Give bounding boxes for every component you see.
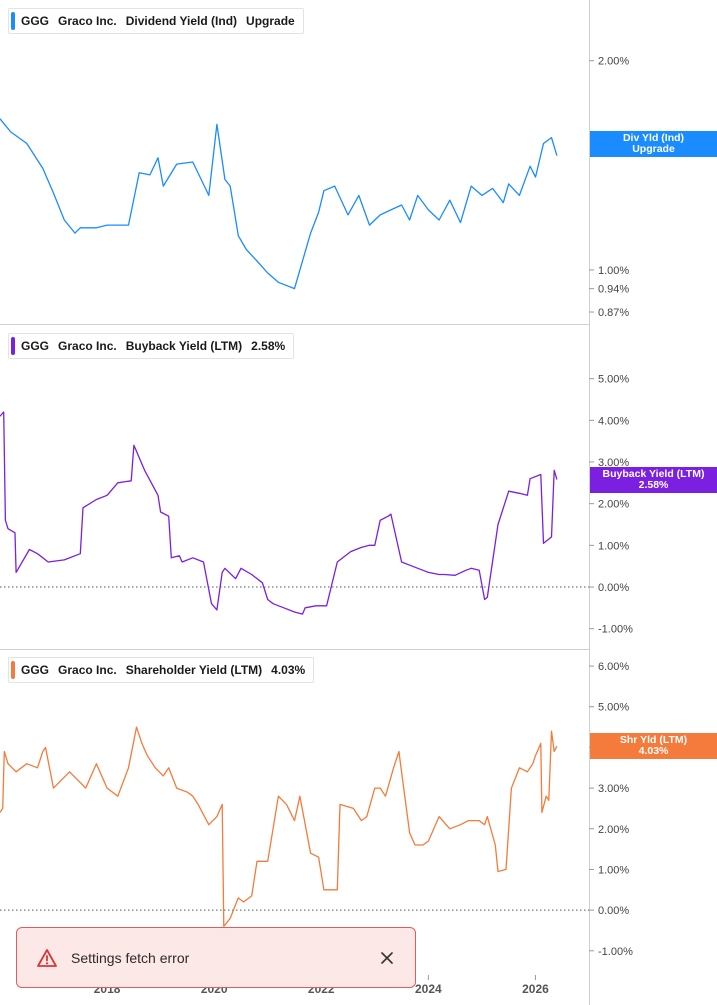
error-toast: Settings fetch error — [16, 927, 416, 988]
close-icon[interactable] — [379, 950, 395, 966]
y-tick-label: 1.00% — [598, 864, 629, 876]
y-tick-label: 4.00% — [598, 415, 629, 427]
legend-shareholder-yield[interactable]: GGG Graco Inc. Shareholder Yield (LTM) 4… — [8, 657, 315, 683]
last-value-label-buyback: Buyback Yield (LTM) 2.58% — [590, 467, 717, 493]
y-tick-label: 0.94% — [598, 284, 629, 296]
toast-message: Settings fetch error — [71, 949, 190, 966]
legend-ticker: GGG — [21, 663, 50, 677]
y-tick-label: 0.00% — [598, 905, 629, 917]
series-line — [0, 118, 558, 290]
series-color-swatch — [11, 337, 15, 355]
legend-company: Graco Inc. — [58, 339, 117, 353]
legend-value[interactable]: Upgrade — [246, 14, 295, 28]
label-value: 4.03% — [638, 745, 669, 757]
y-tick-label: 3.00% — [598, 457, 629, 469]
legend-dividend-yield[interactable]: GGG Graco Inc. Dividend Yield (Ind) Upgr… — [8, 8, 304, 34]
y-tick-label: -1.00% — [598, 624, 633, 636]
y-tick-label: 6.00% — [598, 661, 629, 673]
legend-company: Graco Inc. — [58, 663, 117, 677]
legend-ticker: GGG — [21, 339, 50, 353]
last-value-label-shareholder: Shr Yld (LTM) 4.03% — [590, 733, 717, 759]
legend-ticker: GGG — [21, 14, 50, 28]
legend-metric: Buyback Yield (LTM) — [125, 339, 243, 353]
x-tick-label: 2024 — [415, 982, 442, 996]
y-tick-label: -1.00% — [598, 946, 633, 958]
legend-metric: Dividend Yield (Ind) — [125, 14, 238, 28]
legend-value: 4.03% — [271, 663, 306, 677]
last-value-label-dividend: Div Yld (Ind) Upgrade — [590, 131, 717, 157]
y-tick-label: 0.87% — [598, 307, 629, 319]
series-color-swatch — [11, 661, 15, 679]
y-tick-label: 1.00% — [598, 540, 629, 552]
y-tick-label: 1.00% — [598, 265, 629, 277]
warning-triangle-icon — [37, 948, 57, 967]
y-tick-label: 2.00% — [598, 56, 629, 68]
y-tick-label: 2.00% — [598, 499, 629, 511]
label-name: Div Yld (Ind) — [622, 132, 685, 144]
y-tick-label: 5.00% — [598, 374, 629, 386]
label-name: Shr Yld (LTM) — [619, 734, 688, 746]
series-color-swatch — [11, 12, 15, 30]
legend-company: Graco Inc. — [58, 14, 117, 28]
y-tick-label: 5.00% — [598, 702, 629, 714]
y-tick-label: 2.00% — [598, 824, 629, 836]
y-tick-label: 0.00% — [598, 582, 629, 594]
x-tick-label: 2026 — [522, 982, 549, 996]
label-name: Buyback Yield (LTM) — [602, 468, 705, 480]
legend-value: 2.58% — [251, 339, 286, 353]
series-line — [0, 726, 558, 928]
series-line — [0, 411, 558, 615]
label-value: Upgrade — [632, 143, 675, 155]
label-value: 2.58% — [638, 479, 669, 491]
legend-buyback-yield[interactable]: GGG Graco Inc. Buyback Yield (LTM) 2.58% — [8, 333, 295, 359]
legend-metric: Shareholder Yield (LTM) — [125, 663, 263, 677]
y-tick-label: 3.00% — [598, 783, 629, 795]
